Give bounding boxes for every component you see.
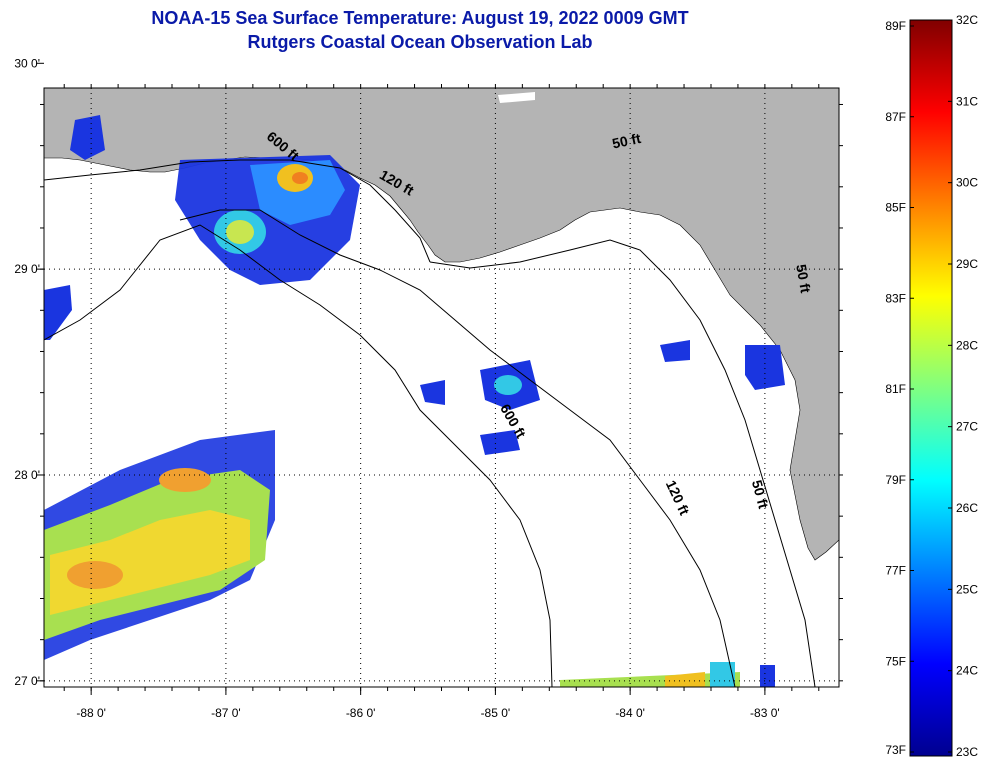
colorbar-label-f: 79F (885, 473, 906, 487)
colorbar-label-c: 25C (956, 582, 978, 596)
contour-50ft-east (429, 239, 816, 687)
contour-label: 50 ft (749, 478, 772, 510)
colorbar-label-c: 30C (956, 176, 978, 190)
colorbar-label-f: 81F (885, 382, 906, 396)
colorbar-label-c: 26C (956, 501, 978, 515)
tick-label-lon: -83 0' (750, 706, 780, 720)
colorbar-label-c: 23C (956, 745, 978, 759)
contour-label: 50 ft (52, 22, 84, 45)
colorbar-label-f: 73F (885, 743, 906, 757)
tick-label-lon: -86 0' (346, 706, 376, 720)
tick-label-lat: 30 0' (14, 56, 40, 70)
colorbar-label-c: 31C (956, 94, 978, 108)
colorbar-label-c: 27C (956, 420, 978, 434)
tick-label-lat: 29 0' (14, 262, 40, 276)
colorbar-label-c: 24C (956, 664, 978, 678)
contour-600ft (44, 224, 553, 687)
sst-data-layer (44, 115, 785, 687)
colorbar-label-c: 28C (956, 338, 978, 352)
title-main: NOAA-15 Sea Surface Temperature: August … (151, 8, 689, 28)
title-subtitle: Rutgers Coastal Ocean Observation Lab (247, 32, 593, 52)
contour-label: 50 ft (793, 263, 814, 294)
colorbar-label-f: 85F (885, 201, 906, 215)
colorbar-label-c: 32C (956, 13, 978, 27)
tick-label-lon: -88 0' (76, 706, 106, 720)
bathymetry-contours (44, 159, 816, 687)
contour-120ft (179, 209, 736, 687)
colorbar-bar (909, 19, 953, 757)
contour-label: 50 ft (611, 130, 643, 152)
tick-label-lat: 27 0' (14, 674, 40, 688)
tick-label-lon: -87 0' (211, 706, 241, 720)
colorbar-label-f: 75F (885, 654, 906, 668)
contour-50ft-west (44, 159, 431, 263)
axis-ticks: -88 0' -87 0' -86 0' -85 0' -84 0' -83 0' 30 0… (14, 56, 843, 720)
cloud-patch (498, 92, 535, 103)
tick-label-lon: -84 0' (615, 706, 645, 720)
tick-label-lat: 28 0' (14, 468, 40, 482)
colorbar-label-c: 29C (956, 257, 978, 271)
colorbar: 89F 87F 85F 83F 81F 79F 77F 75F 73F 32C 31C 30C 29C 2… (885, 13, 978, 759)
colorbar-label-f: 77F (885, 564, 906, 578)
colorbar-label-f: 87F (885, 110, 906, 124)
colorbar-label-f: 83F (885, 291, 906, 305)
tick-label-lon: -85 0' (481, 706, 511, 720)
colorbar-label-f: 89F (885, 19, 906, 33)
